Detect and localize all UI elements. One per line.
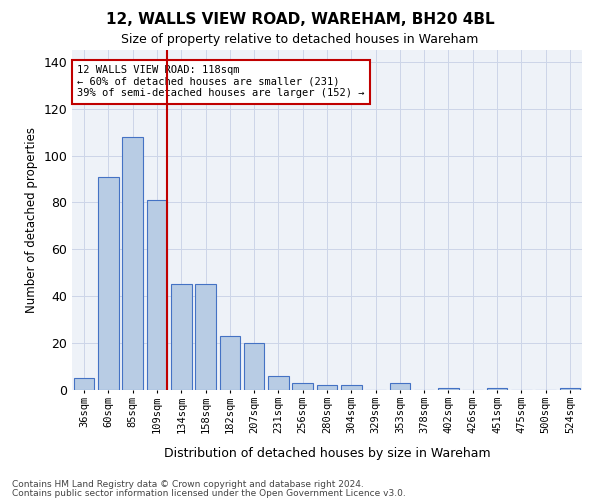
Bar — [98, 176, 119, 390]
Bar — [220, 336, 240, 390]
Text: Contains public sector information licensed under the Open Government Licence v3: Contains public sector information licen… — [12, 489, 406, 498]
Bar — [171, 284, 191, 390]
Text: Size of property relative to detached houses in Wareham: Size of property relative to detached ho… — [121, 32, 479, 46]
Bar — [560, 388, 580, 390]
Bar — [195, 284, 216, 390]
X-axis label: Distribution of detached houses by size in Wareham: Distribution of detached houses by size … — [164, 447, 490, 460]
Bar — [438, 388, 459, 390]
Bar — [74, 378, 94, 390]
Bar — [317, 386, 337, 390]
Bar — [389, 383, 410, 390]
Text: Contains HM Land Registry data © Crown copyright and database right 2024.: Contains HM Land Registry data © Crown c… — [12, 480, 364, 489]
Bar — [268, 376, 289, 390]
Y-axis label: Number of detached properties: Number of detached properties — [25, 127, 38, 313]
Text: 12, WALLS VIEW ROAD, WAREHAM, BH20 4BL: 12, WALLS VIEW ROAD, WAREHAM, BH20 4BL — [106, 12, 494, 28]
Bar — [487, 388, 508, 390]
Bar — [292, 383, 313, 390]
Bar — [122, 137, 143, 390]
Bar — [244, 343, 265, 390]
Text: 12 WALLS VIEW ROAD: 118sqm
← 60% of detached houses are smaller (231)
39% of sem: 12 WALLS VIEW ROAD: 118sqm ← 60% of deta… — [77, 66, 365, 98]
Bar — [146, 200, 167, 390]
Bar — [341, 386, 362, 390]
